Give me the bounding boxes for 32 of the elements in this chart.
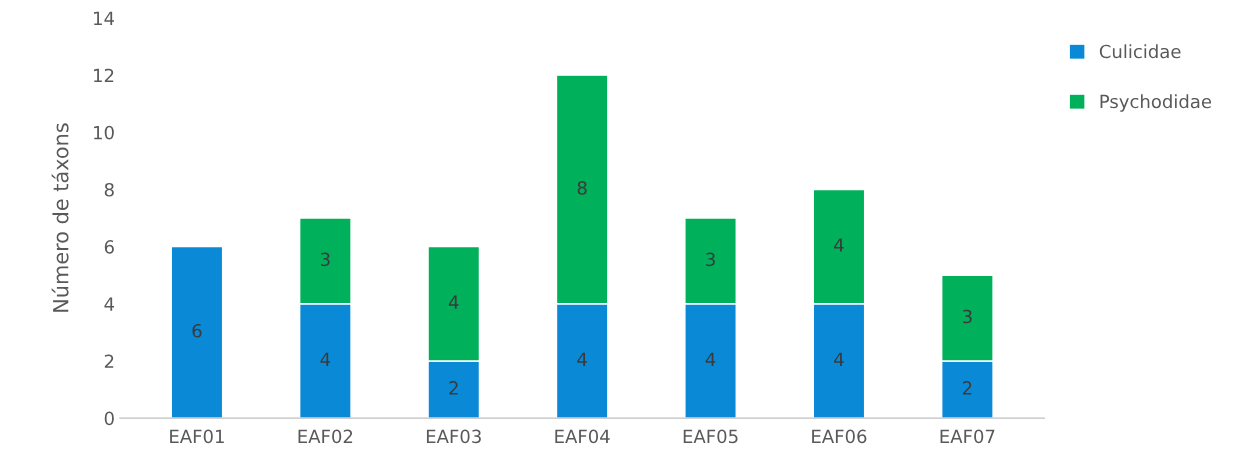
x-tick-label: EAF01 (170, 429, 224, 444)
y-tick-label: 12 (94, 68, 114, 83)
x-tick-label: EAF04 (555, 429, 610, 444)
y-tick-label: 14 (94, 11, 115, 25)
data-label: 2 (449, 381, 458, 395)
data-label: 4 (577, 352, 587, 366)
data-label: 6 (192, 323, 202, 338)
data-label: 3 (963, 309, 972, 324)
y-tick-label: 8 (104, 182, 114, 197)
data-label: 4 (320, 352, 331, 366)
legend-label: Culicidae (1099, 44, 1181, 59)
x-tick-label: EAF07 (940, 429, 995, 444)
y-tick-label: 10 (94, 125, 114, 140)
x-tick-label: EAF06 (812, 429, 867, 444)
x-tick-label: EAF02 (298, 429, 353, 444)
y-tick-label: 2 (104, 354, 114, 368)
data-label: 2 (962, 381, 972, 395)
y-tick-label: 6 (104, 240, 114, 254)
x-tick-label: EAF05 (683, 429, 738, 444)
data-label: 4 (834, 238, 844, 252)
data-label: 3 (320, 252, 330, 267)
data-label: 4 (705, 352, 716, 366)
x-tick-label: EAF03 (426, 429, 481, 444)
data-label: 3 (706, 252, 715, 267)
y-axis-title: Número de táxons (51, 123, 69, 312)
bar (170, 245, 224, 419)
data-label: 4 (834, 352, 844, 366)
data-label: 4 (448, 295, 459, 309)
legend-label: Psychodidae (1100, 94, 1212, 112)
data-label: 8 (577, 181, 587, 195)
y-tick-label: 0 (104, 411, 114, 426)
y-tick-label: 4 (104, 297, 115, 311)
